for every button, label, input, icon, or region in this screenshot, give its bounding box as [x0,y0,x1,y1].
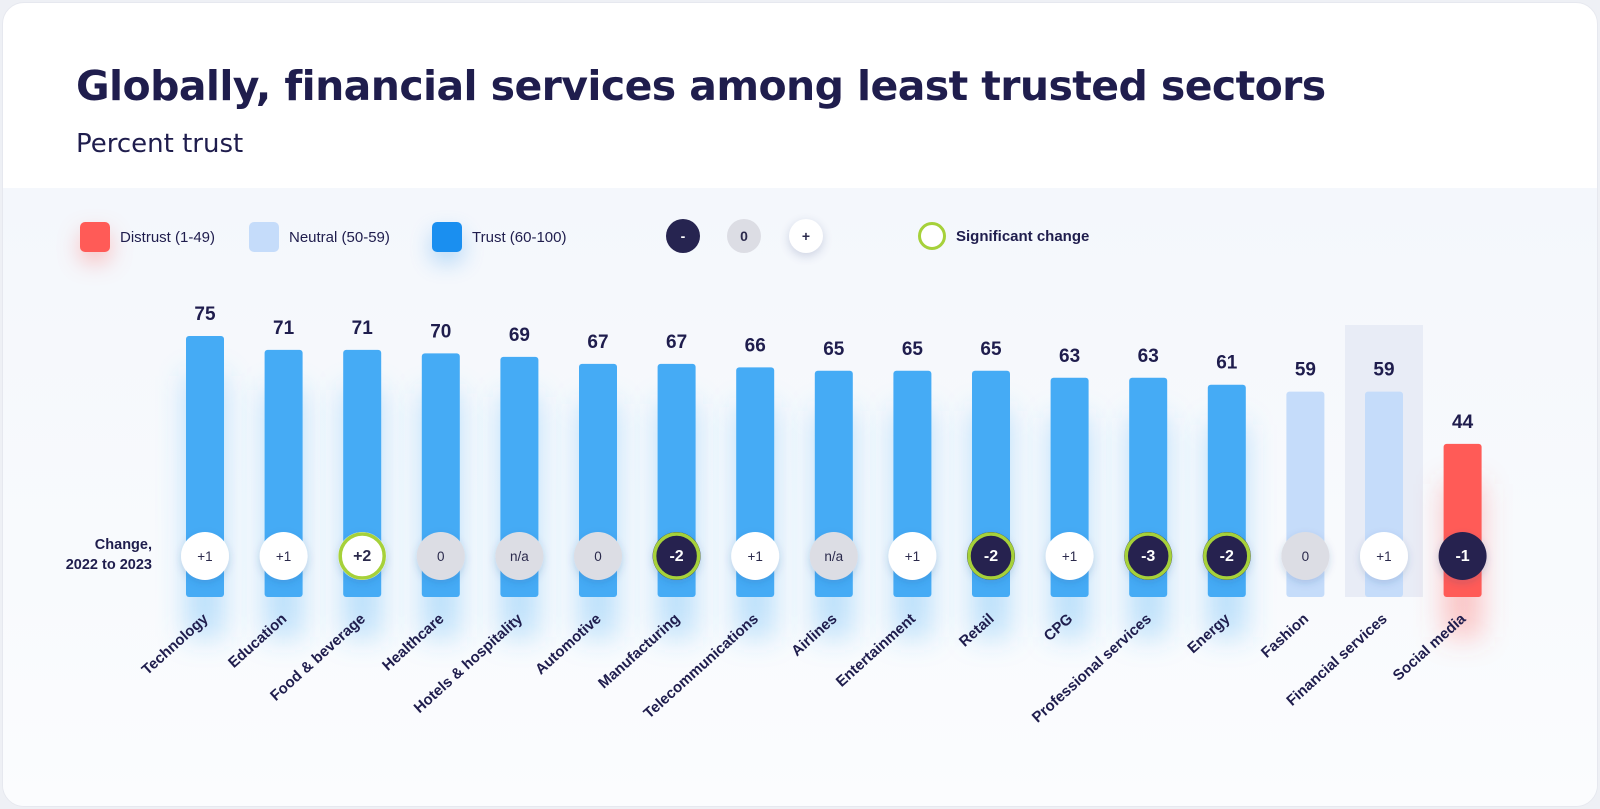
legend-neutral-swatch [249,222,279,252]
change-circle-entertainment [888,532,937,580]
category-label-automotive: Automotive [532,610,605,678]
value-label-professional-services: 63 [1138,346,1159,367]
legend-significant-label: Significant change [956,227,1090,245]
legend-trust-swatch [432,222,462,252]
change-label-financial-services: +1 [1376,549,1391,564]
change-circle-social-media [1438,532,1487,580]
legend-neutral-label: Neutral (50-59) [289,228,390,246]
significant-ring-energy [1203,532,1251,580]
change-circle-cpg [1045,532,1094,580]
change-label-entertainment: +1 [905,549,920,564]
change-circle-telecommunications [731,532,780,580]
change-label-airlines: n/a [824,549,843,564]
significant-ring-food-and-beverage [338,532,386,580]
value-label-airlines: 65 [823,339,845,360]
value-label-fashion: 59 [1295,360,1316,381]
change-label: Change, 2022 to 2023 [40,535,152,575]
legend-neutral: Neutral (50-59) [249,222,390,252]
value-label-cpg: 63 [1059,346,1080,367]
value-label-automotive: 67 [587,332,608,353]
change-label-manufacturing: -2 [669,548,683,565]
change-label-line2: 2022 to 2023 [65,557,152,573]
legend-increase-dot: + [789,219,823,253]
significant-ring-professional-services [1124,532,1172,580]
category-label-education: Education [225,610,290,671]
change-label-technology: +1 [197,549,212,564]
legend-distrust-label: Distrust (1-49) [120,228,216,246]
change-circle-food-and-beverage [338,532,387,580]
change-label-energy: -2 [1220,548,1234,565]
value-label-hotels-and-hospitality: 69 [509,325,530,346]
value-label-social-media: 44 [1452,412,1474,433]
legend-trust: Trust (60-100) [432,222,566,252]
category-label-healthcare: Healthcare [379,610,447,674]
category-label-fashion: Fashion [1258,610,1312,661]
legend-nochange-dot: 0 [727,219,761,253]
change-circle-airlines [809,532,858,580]
category-label-technology: Technology [139,610,213,679]
change-label-food-and-beverage: +2 [353,548,371,565]
chart-title: Globally, financial services among least… [76,62,1326,110]
legend-trust-label: Trust (60-100) [472,228,567,246]
value-label-telecommunications: 66 [745,335,766,356]
value-label-food-and-beverage: 71 [352,318,374,339]
value-label-manufacturing: 67 [666,332,687,353]
legend-distrust: Distrust (1-49) [80,222,215,252]
category-label-social-media: Social media [1390,610,1470,684]
change-label-education: +1 [276,549,291,564]
significant-ring-manufacturing [652,532,701,580]
change-label-healthcare: 0 [437,549,445,564]
legend-decrease-dot: - [666,219,700,253]
value-label-energy: 61 [1216,353,1238,374]
change-label-hotels-and-hospitality: n/a [510,549,529,564]
value-label-financial-services: 59 [1373,360,1394,381]
change-circle-fashion [1281,532,1330,580]
value-label-healthcare: 70 [430,321,451,342]
change-circle-retail [967,532,1015,580]
change-circle-energy [1202,532,1251,580]
change-label-automotive: 0 [594,549,602,564]
change-label-telecommunications: +1 [747,549,762,564]
significant-ring-retail [967,532,1015,580]
change-label-line1: Change, [94,537,152,553]
legend-significant: Significant change [918,222,1089,250]
change-label-professional-services: -3 [1141,548,1155,565]
value-label-technology: 75 [194,304,216,325]
change-label-cpg: +1 [1062,549,1077,564]
change-circle-manufacturing [652,532,701,580]
chart-subtitle: Percent trust [76,129,244,159]
change-label-fashion: 0 [1302,549,1310,564]
change-circle-hotels-and-hospitality [495,532,544,580]
change-circle-healthcare [416,532,465,580]
value-label-retail: 65 [980,339,1002,360]
value-label-entertainment: 65 [902,339,924,360]
change-circle-education [259,532,308,580]
change-circle-technology [181,532,229,580]
change-label-retail: -2 [984,548,998,565]
change-circle-financial-services [1360,532,1408,580]
value-label-education: 71 [273,318,295,339]
bar-technology [186,336,224,597]
significant-ring-icon [918,222,946,250]
change-label-social-media: -1 [1455,548,1469,565]
change-circle-professional-services [1124,532,1173,580]
legend-distrust-swatch [80,222,110,252]
change-circle-automotive [574,532,622,580]
